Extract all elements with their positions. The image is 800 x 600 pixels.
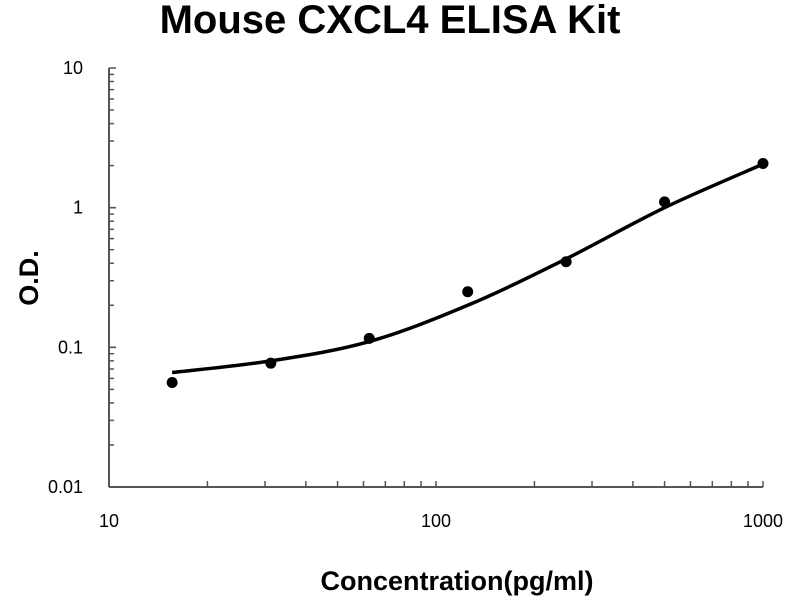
data-point — [462, 286, 474, 298]
y-tick-label: 0.01 — [48, 477, 83, 497]
x-tick-label: 1000 — [743, 511, 783, 531]
fit-curve-line — [171, 162, 764, 375]
x-tick-label: 10 — [99, 511, 119, 531]
axes: 10 100 1000 0.01 0.1 1 10 — [48, 58, 783, 531]
data-point — [166, 377, 178, 389]
x-tick-label: 100 — [421, 511, 451, 531]
y-tick-label: 10 — [63, 58, 83, 78]
data-point — [363, 332, 375, 344]
y-axis-label: O.D. — [14, 250, 44, 306]
y-tick-label: 0.1 — [58, 337, 83, 357]
data-point — [265, 357, 277, 369]
data-point — [757, 158, 769, 170]
data-points — [166, 158, 769, 389]
y-tick-label: 1 — [73, 198, 83, 218]
data-point — [659, 196, 671, 208]
x-axis-label: Concentration(pg/ml) — [321, 566, 594, 596]
chart-title: Mouse CXCL4 ELISA Kit — [160, 0, 621, 42]
data-point — [560, 256, 572, 268]
fit-curve — [171, 162, 764, 375]
